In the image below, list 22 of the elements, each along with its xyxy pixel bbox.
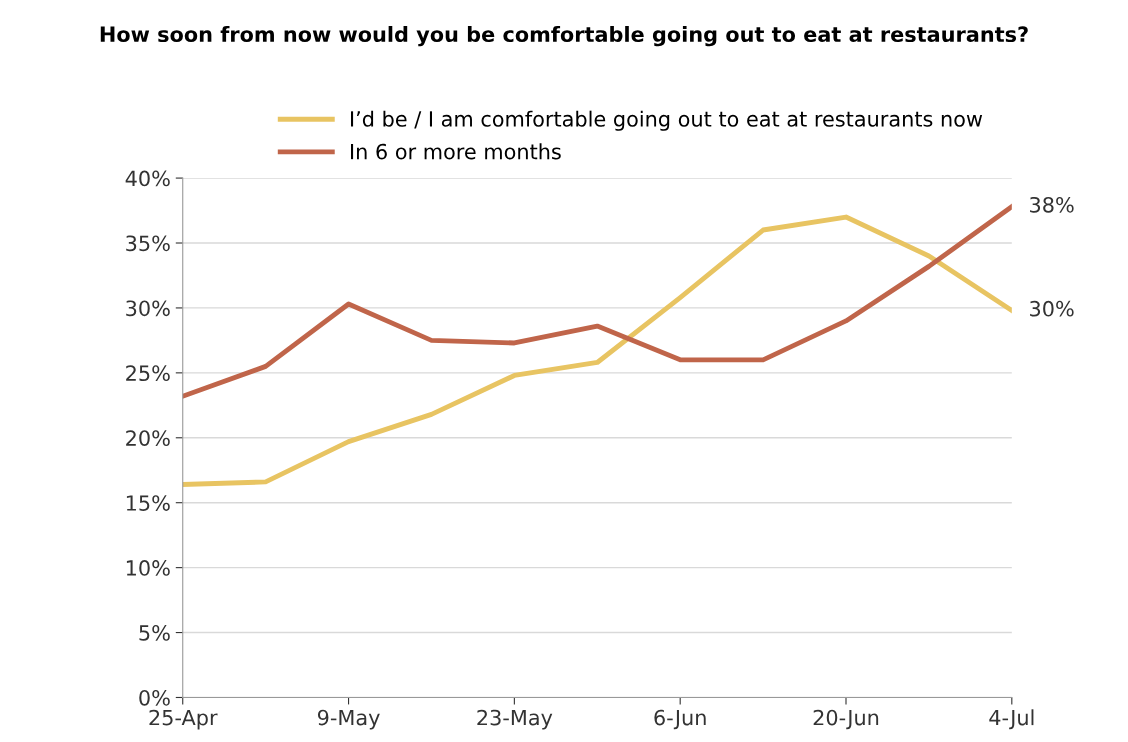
annotation: 30% — [1030, 300, 1074, 317]
y-tick-label: 20% — [126, 430, 170, 446]
y-tick-label: 0% — [139, 689, 170, 706]
y-tick-label: 10% — [126, 560, 170, 576]
y-tick-label: 35% — [126, 235, 170, 252]
y-tick-label: 30% — [126, 300, 170, 317]
x-tick-label: 23-May — [477, 709, 553, 730]
chart-title: How soon from now would you be comfortable going out to eat at restaurants? — [100, 25, 1028, 47]
legend-label: I’d be / I am comfortable going out to eat at restaurants now — [351, 110, 983, 131]
legend-label: In 6 or more months — [351, 143, 561, 160]
annotation: 38% — [1030, 196, 1074, 213]
x-tick-label: 25-Apr — [149, 709, 218, 730]
x-tick-label: 4-Jul — [989, 709, 1034, 730]
y-tick-label: 40% — [125, 170, 170, 187]
x-tick-label: 9-May — [317, 709, 380, 730]
y-tick-label: 5% — [139, 625, 170, 641]
line-series — [182, 214, 1012, 487]
line-series — [182, 204, 1012, 399]
y-tick-label: 25% — [126, 365, 170, 382]
y-tick-label: 15% — [126, 495, 170, 511]
x-tick-label: 6-Jun — [654, 709, 706, 730]
x-tick-label: 20-Jun — [813, 709, 879, 730]
